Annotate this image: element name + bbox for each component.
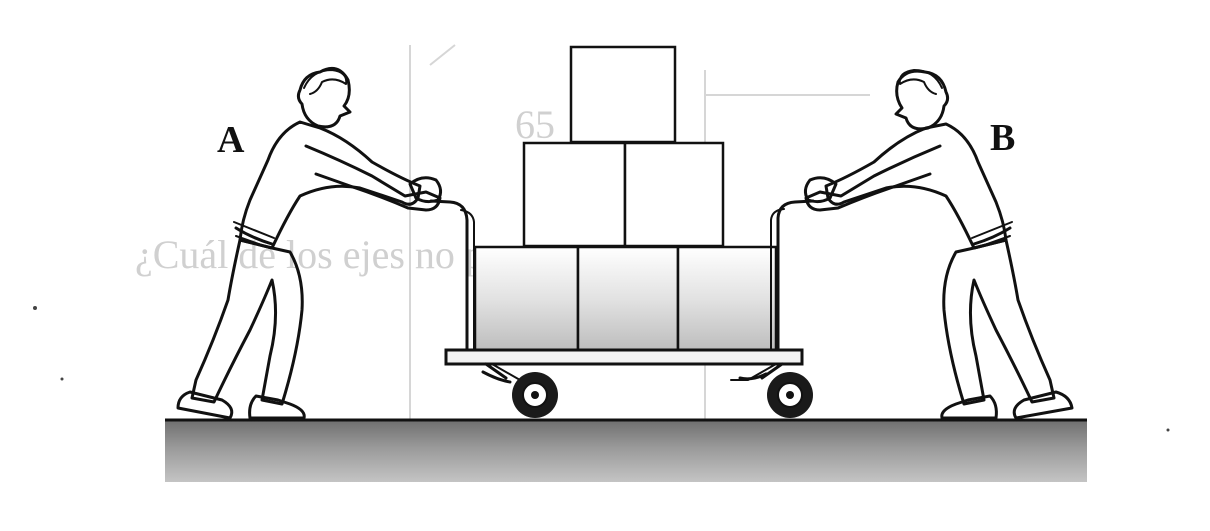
- stacked-boxes: [473, 45, 778, 353]
- label-person-a: A: [217, 119, 245, 161]
- box-bottom-right: [676, 245, 778, 353]
- cart-platform: [444, 348, 804, 366]
- box-middle-right: [623, 141, 725, 248]
- label-person-b: B: [990, 117, 1015, 159]
- hand-cart: [429, 199, 815, 418]
- person-a: [176, 66, 443, 420]
- person-b: [803, 69, 1074, 420]
- ground: [165, 418, 1087, 482]
- box-middle-left: [522, 141, 627, 248]
- cart-wheel-left: [512, 372, 558, 418]
- cart-handle-right: [776, 199, 815, 353]
- box-top: [569, 45, 677, 144]
- cart-handle-left: [429, 199, 469, 353]
- scan-specks: [33, 306, 1170, 432]
- cart-wheel-right: [767, 372, 813, 418]
- box-bottom-left: [473, 245, 580, 353]
- svg-text:65: 65: [515, 102, 555, 147]
- box-bottom-middle: [576, 245, 680, 353]
